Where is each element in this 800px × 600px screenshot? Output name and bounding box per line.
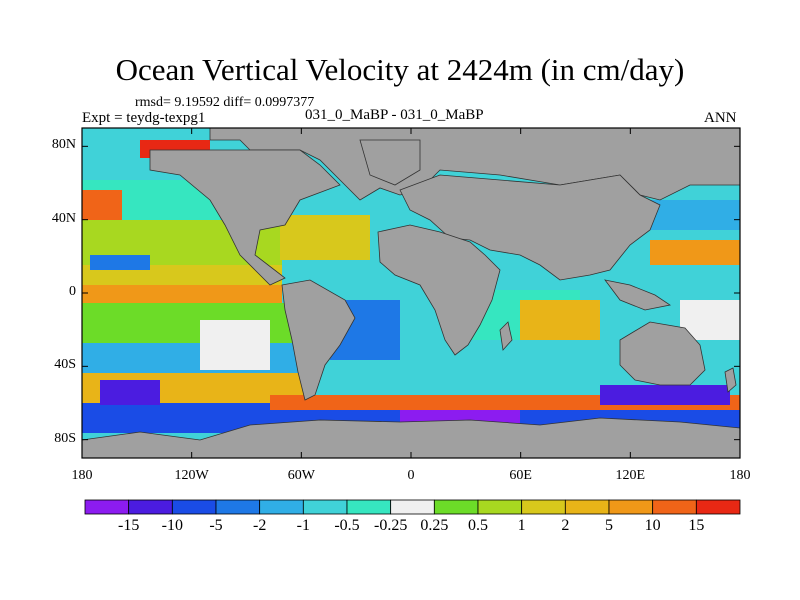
ocean-patch <box>200 320 270 370</box>
colorbar-label: -2 <box>252 517 267 534</box>
colorbar-label: -5 <box>209 517 223 534</box>
colorbar-swatch <box>477 499 523 515</box>
colorbar-label: 10 <box>644 517 661 534</box>
x-tick-label: 60E <box>509 468 532 483</box>
colorbar-label: -15 <box>117 517 140 534</box>
ocean-band <box>82 285 282 303</box>
colorbar-label: 0.25 <box>420 517 449 534</box>
x-tick-label: 120W <box>174 468 209 483</box>
x-tick-label: 180 <box>729 468 751 483</box>
stats-label: rmsd= 9.19592 diff= 0.0997377 <box>135 95 315 110</box>
y-tick-label: 80S <box>54 430 76 446</box>
colorbar-swatch <box>215 499 261 515</box>
colorbar-label: 2 <box>561 517 570 534</box>
colorbar-swatch <box>695 499 741 515</box>
experiment-label: Expt = teydg-texpg1 <box>82 110 206 126</box>
x-tick-label: 180 <box>71 468 93 483</box>
season-label: ANN <box>704 110 737 126</box>
colorbar-swatch <box>259 499 304 515</box>
ocean-patch <box>650 240 740 265</box>
x-tick-label: 0 <box>407 468 415 483</box>
ocean-patch <box>90 255 150 270</box>
x-tick-label: 120E <box>615 468 646 483</box>
ocean-patch <box>520 300 600 340</box>
y-tick-label: 0 <box>69 284 76 299</box>
colorbar-swatch <box>564 499 610 515</box>
colorbar-label: -0.25 <box>373 517 408 534</box>
colorbar-label: 15 <box>688 517 705 534</box>
ocean-patch <box>600 385 730 405</box>
colorbar-swatch <box>608 499 654 515</box>
colorbar-swatch <box>346 499 392 515</box>
ocean-patch <box>100 380 160 405</box>
colorbar-swatch <box>652 499 697 515</box>
ocean-patch <box>280 215 370 260</box>
colorbar-label: 1 <box>517 517 526 534</box>
x-tick-label: 60W <box>287 468 315 483</box>
colorbar-swatch <box>171 499 217 515</box>
colorbar-label: 0.5 <box>468 517 488 534</box>
comparison-label: 031_0_MaBP - 031_0_MaBP <box>305 107 484 123</box>
colorbar-swatch <box>84 499 130 515</box>
y-tick-label: 40S <box>54 357 76 373</box>
colorbar-label: -1 <box>296 517 310 534</box>
colorbar-swatch <box>390 499 435 515</box>
colorbar <box>84 499 741 515</box>
colorbar-label: -0.5 <box>334 517 360 534</box>
map-title: Ocean Vertical Velocity at 2424m (in cm/… <box>115 52 685 87</box>
y-tick-label: 80N <box>51 137 76 153</box>
colorbar-label: -10 <box>161 517 183 534</box>
colorbar-swatch <box>521 499 566 515</box>
land <box>82 128 740 458</box>
colorbar-label: 5 <box>605 517 613 534</box>
colorbar-swatch <box>128 499 173 515</box>
colorbar-swatch <box>302 499 348 515</box>
x-ticks <box>81 128 741 458</box>
ocean-patch <box>82 190 122 220</box>
y-ticks <box>82 145 740 441</box>
y-tick-label: 40N <box>51 210 76 226</box>
colorbar-swatch <box>433 499 479 515</box>
